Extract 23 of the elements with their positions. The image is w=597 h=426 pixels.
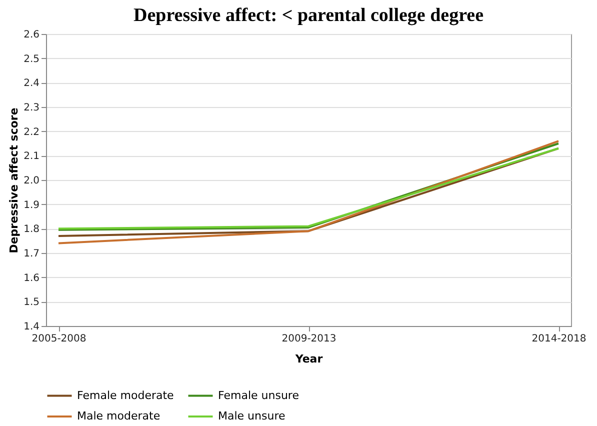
x-axis-title: Year bbox=[294, 352, 324, 366]
y-tick-label: 2.5 bbox=[24, 54, 40, 65]
legend-label: Male moderate bbox=[77, 410, 160, 422]
legend-label: Male unsure bbox=[218, 410, 286, 422]
x-tick-label: 2009-2013 bbox=[282, 334, 336, 344]
legend-label: Female moderate bbox=[77, 388, 174, 402]
x-tick-label: 2005-2008 bbox=[32, 334, 86, 344]
legend-label: Female unsure bbox=[218, 388, 300, 402]
y-axis-title: Depressive affect score bbox=[8, 108, 21, 254]
y-tick-label: 1.9 bbox=[24, 200, 40, 211]
y-tick-label: 2.0 bbox=[24, 176, 40, 186]
y-tick-label: 2.1 bbox=[24, 151, 40, 162]
y-tick-label: 2.6 bbox=[24, 30, 40, 40]
y-tick-label: 1.5 bbox=[24, 297, 40, 308]
y-tick-label: 1.6 bbox=[24, 272, 40, 284]
chart-title: Depressive affect: < parental college degree bbox=[133, 5, 484, 26]
y-tick-label: 1.4 bbox=[24, 322, 40, 332]
y-tick-label: 2.3 bbox=[24, 102, 40, 114]
x-tick-label: 2014-2018 bbox=[532, 334, 586, 344]
y-tick-label: 1.7 bbox=[24, 248, 40, 260]
y-tick-label: 2.2 bbox=[24, 126, 40, 138]
y-tick-label: 1.8 bbox=[24, 224, 40, 236]
y-tick-label: 2.4 bbox=[24, 78, 40, 90]
